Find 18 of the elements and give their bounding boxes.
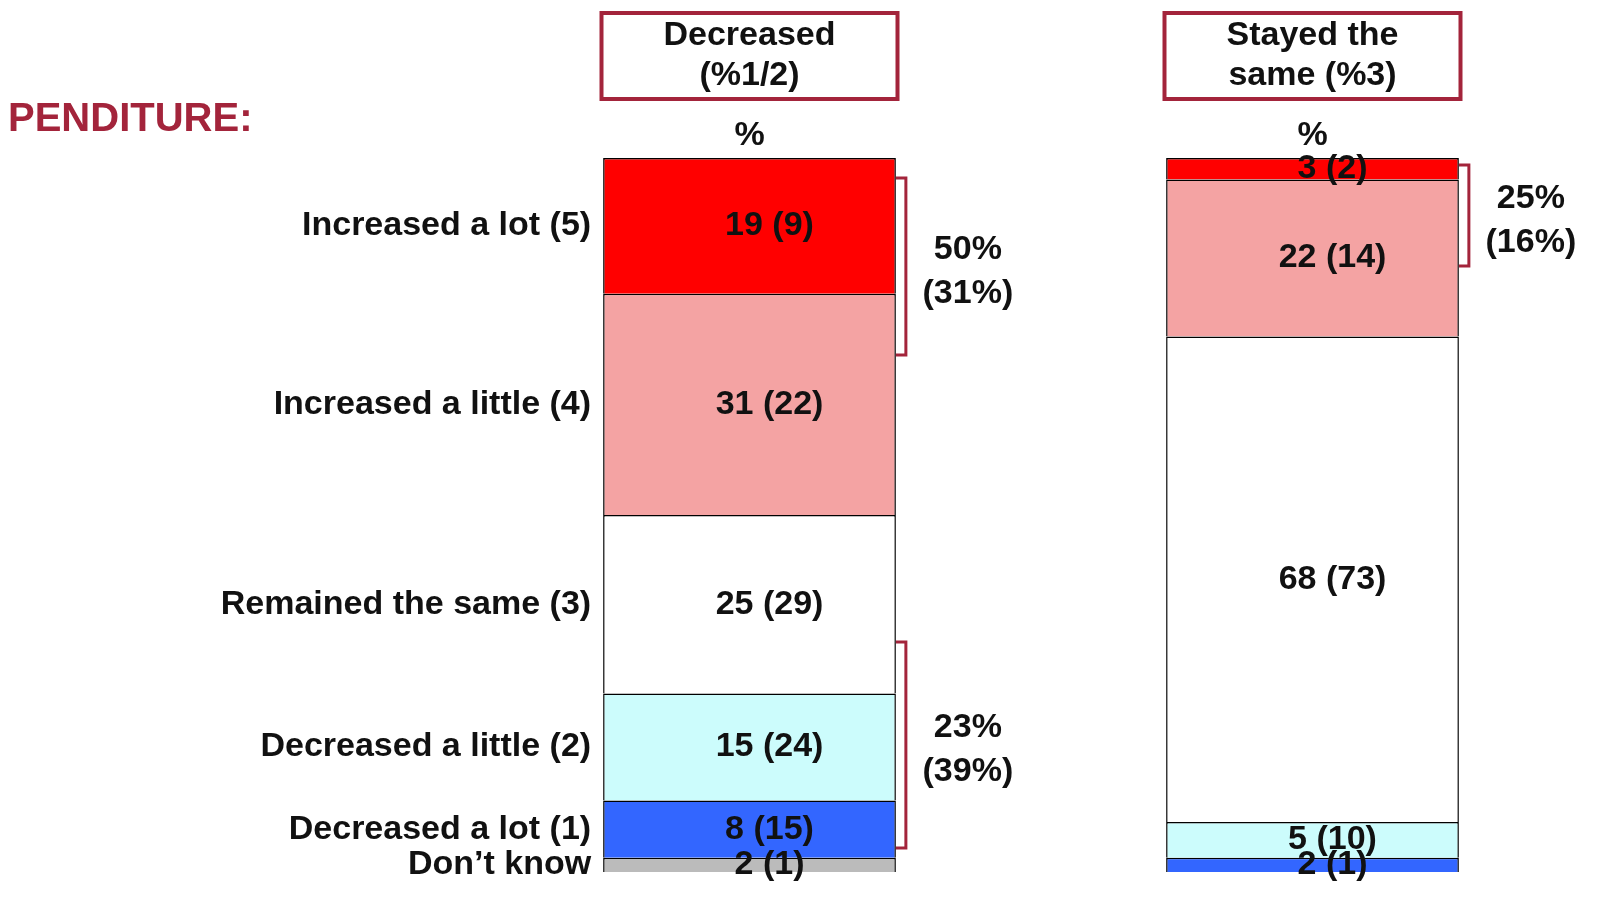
series-label: Increased a lot (5) [302, 204, 592, 243]
annotation: 23% (39%) [922, 706, 1014, 789]
series-label: Decreased a little (2) [260, 725, 592, 764]
data-label: 15 (24) [715, 725, 824, 764]
annotation: 25% (16%) [1485, 176, 1577, 259]
series-label: Increased a little (4) [273, 382, 592, 421]
annotation: 50% (31%) [922, 227, 1014, 310]
x-tick-label: Decreased (%1/2) [663, 14, 836, 93]
text: PENDITURE: [8, 95, 253, 140]
data-label: 22 (14) [1278, 236, 1387, 275]
data-label: 31 (22) [715, 382, 824, 421]
data-label: 19 (9) [725, 204, 814, 243]
annotation: % [734, 114, 765, 153]
data-label: 8 (15) [725, 807, 814, 846]
data-label: 68 (73) [1278, 557, 1387, 596]
series-label: Remained the same (3) [220, 582, 592, 621]
data-label: 25 (29) [715, 582, 824, 621]
x-tick-label: Stayed the same (%3) [1226, 14, 1399, 93]
